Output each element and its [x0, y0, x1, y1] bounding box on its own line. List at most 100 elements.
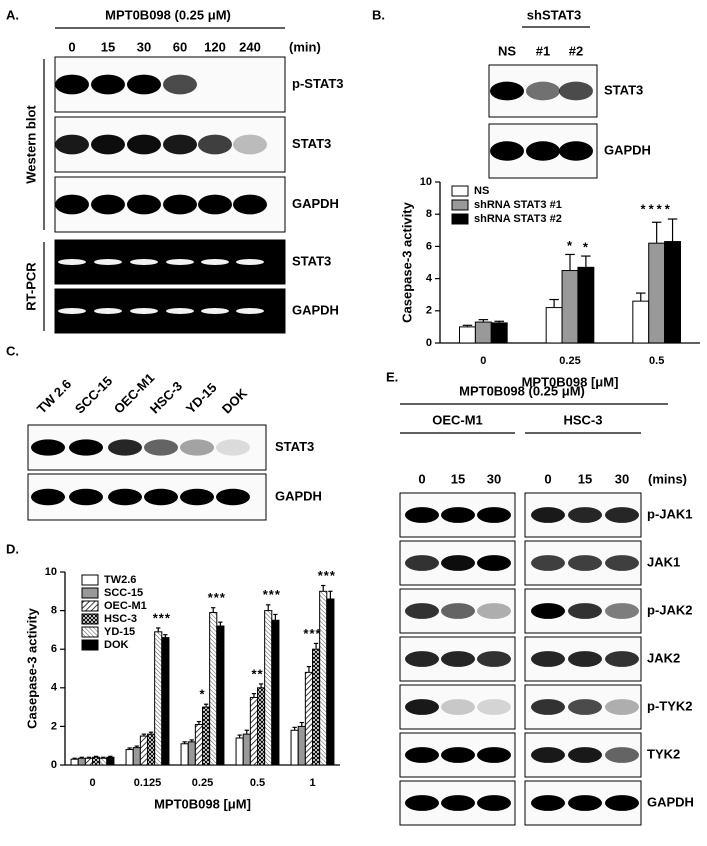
band	[531, 507, 565, 523]
y-tick-label: 8	[51, 605, 57, 617]
bar	[154, 631, 163, 766]
band	[233, 194, 267, 215]
error-bar	[156, 627, 161, 632]
band	[55, 74, 89, 95]
bar	[106, 756, 115, 766]
bar	[209, 612, 218, 766]
error-bar	[218, 621, 223, 627]
band	[605, 795, 639, 811]
significance: *	[567, 238, 573, 253]
band	[441, 603, 475, 619]
bar	[249, 696, 259, 766]
panel-label: D.	[6, 541, 19, 556]
bar	[180, 743, 189, 766]
row-label: TYK2	[647, 746, 680, 761]
error-bar	[108, 755, 113, 758]
row-label: GAPDH	[292, 196, 339, 211]
significance: ***	[153, 610, 171, 625]
lane-label: #1	[536, 43, 550, 58]
row-label: STAT3	[292, 136, 331, 151]
error-bar	[163, 634, 168, 638]
row-label: GAPDH	[604, 142, 651, 157]
y-axis-title: Casepase-3 activity	[24, 607, 39, 728]
band	[69, 439, 103, 456]
bar	[216, 625, 225, 766]
band	[166, 259, 194, 265]
bar	[257, 687, 266, 766]
error-bar	[134, 745, 139, 748]
error-bar	[203, 703, 209, 708]
x-tick-label: 1	[309, 777, 315, 789]
legend-swatch	[451, 185, 469, 197]
legend-label: SCC-15	[104, 587, 143, 599]
lane-label: 0	[544, 471, 551, 486]
y-tick-label: 10	[420, 176, 432, 188]
band	[405, 699, 439, 715]
row-label: GAPDH	[275, 488, 322, 503]
significance: *	[583, 239, 589, 254]
band	[568, 603, 602, 619]
bar	[648, 242, 666, 344]
row-label: STAT3	[292, 253, 331, 268]
band	[568, 555, 602, 571]
band	[441, 747, 475, 763]
significance: **	[251, 666, 263, 681]
unit: (mins)	[648, 471, 687, 486]
x-axis-title: MPT0B098 [μM]	[522, 374, 619, 389]
error-bar	[581, 255, 591, 268]
error-bar	[565, 253, 575, 271]
band	[477, 507, 511, 523]
y-tick-label: 6	[426, 240, 432, 252]
y-tick-label: 10	[45, 566, 57, 578]
band	[605, 603, 639, 619]
row-label: STAT3	[604, 82, 643, 97]
y-tick-label: 8	[426, 208, 432, 220]
bar	[70, 758, 79, 766]
row-label: JAK1	[647, 554, 680, 569]
band	[526, 81, 560, 101]
bar	[545, 307, 563, 344]
band	[91, 194, 125, 215]
legend-swatch	[81, 639, 99, 651]
legend-swatch	[81, 600, 99, 612]
panel-label: C.	[6, 343, 19, 358]
band	[166, 308, 194, 314]
x-tick-label: 0.5	[250, 777, 265, 789]
band	[490, 141, 524, 161]
bar	[242, 733, 251, 766]
band	[130, 308, 158, 314]
band	[55, 194, 89, 215]
bar	[297, 725, 306, 766]
error-bar	[306, 665, 312, 673]
bar	[561, 270, 579, 344]
band	[91, 134, 125, 155]
x-tick-label: 0.25	[559, 355, 580, 367]
band	[477, 747, 511, 763]
band	[216, 439, 250, 456]
bar	[202, 706, 211, 766]
band	[559, 81, 593, 101]
lane-label: 30	[487, 471, 501, 486]
error-bar	[101, 756, 106, 759]
band	[441, 699, 475, 715]
legend-label: OEC-M1	[104, 600, 147, 612]
y-tick-label: 4	[51, 682, 58, 694]
lane-label: TW 2.6	[34, 376, 74, 416]
band	[94, 259, 122, 265]
error-bar	[494, 320, 504, 323]
lane-label: 30	[615, 471, 629, 486]
bar	[194, 723, 204, 766]
panel-label: E.	[386, 369, 398, 384]
band	[441, 507, 475, 523]
band	[108, 439, 142, 456]
band	[568, 795, 602, 811]
band	[477, 651, 511, 667]
band	[58, 259, 86, 265]
error-bar	[258, 683, 264, 688]
bar	[474, 321, 492, 344]
band	[531, 795, 565, 811]
error-bar	[313, 642, 319, 650]
group-label: Western blot	[23, 105, 38, 184]
legend-swatch	[81, 613, 99, 625]
